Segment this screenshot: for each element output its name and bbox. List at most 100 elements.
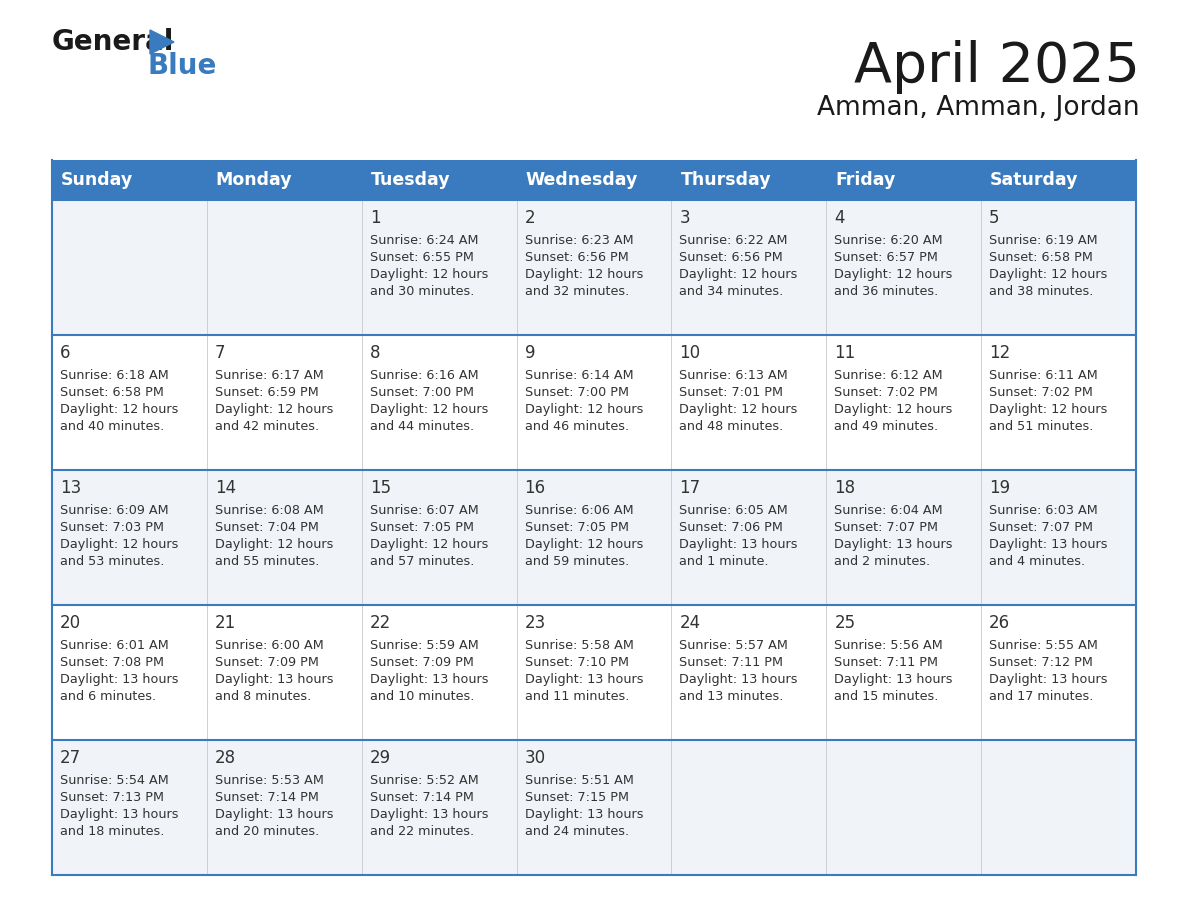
Text: Sunrise: 6:00 AM: Sunrise: 6:00 AM xyxy=(215,639,323,652)
Text: and 42 minutes.: and 42 minutes. xyxy=(215,420,320,433)
Text: and 44 minutes.: and 44 minutes. xyxy=(369,420,474,433)
Text: April 2025: April 2025 xyxy=(854,40,1140,94)
Text: Sunset: 6:57 PM: Sunset: 6:57 PM xyxy=(834,251,939,264)
Text: Sunset: 7:12 PM: Sunset: 7:12 PM xyxy=(990,656,1093,669)
Text: Daylight: 13 hours: Daylight: 13 hours xyxy=(680,538,798,551)
Text: Sunset: 7:05 PM: Sunset: 7:05 PM xyxy=(369,521,474,534)
Text: Sunrise: 5:51 AM: Sunrise: 5:51 AM xyxy=(525,774,633,787)
Bar xyxy=(981,160,1136,200)
Text: and 34 minutes.: and 34 minutes. xyxy=(680,285,784,298)
Text: Tuesday: Tuesday xyxy=(371,171,450,189)
Text: and 32 minutes.: and 32 minutes. xyxy=(525,285,628,298)
Text: Sunset: 6:59 PM: Sunset: 6:59 PM xyxy=(215,386,318,399)
Bar xyxy=(52,160,207,200)
Text: Daylight: 13 hours: Daylight: 13 hours xyxy=(215,808,334,821)
Bar xyxy=(361,160,517,200)
Text: Sunrise: 5:57 AM: Sunrise: 5:57 AM xyxy=(680,639,789,652)
Text: Daylight: 12 hours: Daylight: 12 hours xyxy=(215,538,333,551)
Text: 16: 16 xyxy=(525,479,545,497)
Polygon shape xyxy=(150,30,173,54)
Text: Sunrise: 6:22 AM: Sunrise: 6:22 AM xyxy=(680,234,788,247)
Text: Sunset: 7:09 PM: Sunset: 7:09 PM xyxy=(215,656,318,669)
Text: and 17 minutes.: and 17 minutes. xyxy=(990,690,1093,703)
Text: Sunrise: 6:07 AM: Sunrise: 6:07 AM xyxy=(369,504,479,517)
Text: Sunset: 7:11 PM: Sunset: 7:11 PM xyxy=(834,656,939,669)
Text: Daylight: 13 hours: Daylight: 13 hours xyxy=(215,673,334,686)
Text: Daylight: 12 hours: Daylight: 12 hours xyxy=(680,268,798,281)
Text: Sunrise: 6:13 AM: Sunrise: 6:13 AM xyxy=(680,369,788,382)
Text: Sunday: Sunday xyxy=(61,171,133,189)
Text: Sunrise: 6:18 AM: Sunrise: 6:18 AM xyxy=(61,369,169,382)
Text: Friday: Friday xyxy=(835,171,896,189)
Text: Daylight: 13 hours: Daylight: 13 hours xyxy=(61,673,178,686)
Text: Sunrise: 6:16 AM: Sunrise: 6:16 AM xyxy=(369,369,479,382)
Text: and 51 minutes.: and 51 minutes. xyxy=(990,420,1093,433)
Text: and 4 minutes.: and 4 minutes. xyxy=(990,555,1086,568)
Text: Sunset: 7:01 PM: Sunset: 7:01 PM xyxy=(680,386,783,399)
Text: Sunset: 7:02 PM: Sunset: 7:02 PM xyxy=(834,386,939,399)
Bar xyxy=(517,160,671,200)
Text: 19: 19 xyxy=(990,479,1010,497)
Text: Daylight: 12 hours: Daylight: 12 hours xyxy=(990,268,1107,281)
Text: Daylight: 12 hours: Daylight: 12 hours xyxy=(834,403,953,416)
Text: Sunset: 7:00 PM: Sunset: 7:00 PM xyxy=(369,386,474,399)
Text: Sunrise: 6:06 AM: Sunrise: 6:06 AM xyxy=(525,504,633,517)
Text: and 48 minutes.: and 48 minutes. xyxy=(680,420,784,433)
Text: Sunrise: 6:17 AM: Sunrise: 6:17 AM xyxy=(215,369,323,382)
Bar xyxy=(207,160,361,200)
Text: and 18 minutes.: and 18 minutes. xyxy=(61,825,164,838)
Text: 18: 18 xyxy=(834,479,855,497)
Text: Sunrise: 6:19 AM: Sunrise: 6:19 AM xyxy=(990,234,1098,247)
Text: and 10 minutes.: and 10 minutes. xyxy=(369,690,474,703)
Text: Thursday: Thursday xyxy=(681,171,771,189)
Text: 13: 13 xyxy=(61,479,81,497)
Text: 7: 7 xyxy=(215,344,226,362)
Text: Saturday: Saturday xyxy=(990,171,1079,189)
Text: and 49 minutes.: and 49 minutes. xyxy=(834,420,939,433)
Text: Sunrise: 6:11 AM: Sunrise: 6:11 AM xyxy=(990,369,1098,382)
Text: and 13 minutes.: and 13 minutes. xyxy=(680,690,784,703)
Text: Sunset: 7:07 PM: Sunset: 7:07 PM xyxy=(990,521,1093,534)
Text: Sunset: 7:00 PM: Sunset: 7:00 PM xyxy=(525,386,628,399)
Text: and 8 minutes.: and 8 minutes. xyxy=(215,690,311,703)
Text: Amman, Amman, Jordan: Amman, Amman, Jordan xyxy=(817,95,1140,121)
Text: Sunset: 6:58 PM: Sunset: 6:58 PM xyxy=(990,251,1093,264)
Text: Daylight: 13 hours: Daylight: 13 hours xyxy=(61,808,178,821)
Text: Daylight: 12 hours: Daylight: 12 hours xyxy=(834,268,953,281)
Text: 20: 20 xyxy=(61,614,81,632)
Bar xyxy=(52,605,1136,740)
Text: Sunset: 7:08 PM: Sunset: 7:08 PM xyxy=(61,656,164,669)
Text: Sunrise: 6:12 AM: Sunrise: 6:12 AM xyxy=(834,369,943,382)
Text: Sunrise: 6:04 AM: Sunrise: 6:04 AM xyxy=(834,504,943,517)
Text: Sunset: 7:09 PM: Sunset: 7:09 PM xyxy=(369,656,474,669)
Text: Sunrise: 5:56 AM: Sunrise: 5:56 AM xyxy=(834,639,943,652)
Text: Daylight: 12 hours: Daylight: 12 hours xyxy=(525,268,643,281)
Text: 15: 15 xyxy=(369,479,391,497)
Text: Daylight: 12 hours: Daylight: 12 hours xyxy=(215,403,333,416)
Text: and 20 minutes.: and 20 minutes. xyxy=(215,825,320,838)
Text: 11: 11 xyxy=(834,344,855,362)
Text: and 55 minutes.: and 55 minutes. xyxy=(215,555,320,568)
Text: Sunrise: 5:55 AM: Sunrise: 5:55 AM xyxy=(990,639,1098,652)
Text: 9: 9 xyxy=(525,344,535,362)
Text: Sunrise: 6:05 AM: Sunrise: 6:05 AM xyxy=(680,504,788,517)
Text: 12: 12 xyxy=(990,344,1010,362)
Text: Blue: Blue xyxy=(148,52,217,80)
Text: Sunset: 7:14 PM: Sunset: 7:14 PM xyxy=(369,791,474,804)
Text: and 59 minutes.: and 59 minutes. xyxy=(525,555,628,568)
Text: Daylight: 12 hours: Daylight: 12 hours xyxy=(369,403,488,416)
Bar xyxy=(827,160,981,200)
Text: Daylight: 12 hours: Daylight: 12 hours xyxy=(680,403,798,416)
Text: Sunrise: 6:08 AM: Sunrise: 6:08 AM xyxy=(215,504,323,517)
Text: 29: 29 xyxy=(369,749,391,767)
Text: Daylight: 13 hours: Daylight: 13 hours xyxy=(834,673,953,686)
Text: 1: 1 xyxy=(369,209,380,227)
Text: Daylight: 12 hours: Daylight: 12 hours xyxy=(990,403,1107,416)
Text: Sunset: 6:56 PM: Sunset: 6:56 PM xyxy=(680,251,783,264)
Text: Sunset: 7:07 PM: Sunset: 7:07 PM xyxy=(834,521,939,534)
Text: Daylight: 12 hours: Daylight: 12 hours xyxy=(525,403,643,416)
Text: Sunrise: 5:53 AM: Sunrise: 5:53 AM xyxy=(215,774,324,787)
Text: and 57 minutes.: and 57 minutes. xyxy=(369,555,474,568)
Text: and 38 minutes.: and 38 minutes. xyxy=(990,285,1093,298)
Bar xyxy=(52,740,1136,875)
